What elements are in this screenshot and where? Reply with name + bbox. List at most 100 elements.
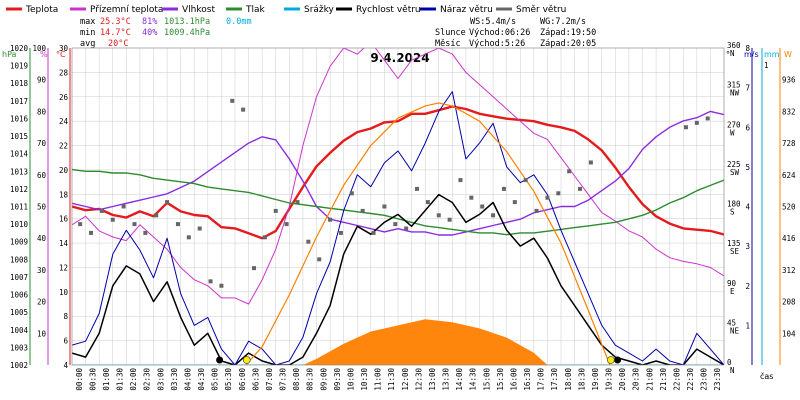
- solar-tick: 104: [782, 329, 796, 338]
- wind-direction-point: [415, 186, 420, 191]
- wind-speed-stat: WS:5.4m/s: [470, 17, 516, 27]
- wind-speed-axis-label: m/s: [744, 50, 759, 59]
- x-tick-label: 15:00: [482, 368, 491, 391]
- x-tick-label: 21:30: [659, 368, 668, 391]
- x-axis-label: čas: [760, 371, 773, 381]
- wind-direction-point: [110, 217, 115, 222]
- direction-tick: 315: [727, 81, 741, 90]
- legend-label: Rychlost větru: [356, 5, 421, 15]
- stat-max-pressure: 1013.1hPa: [164, 17, 210, 27]
- direction-tick-compass: SW: [730, 168, 740, 177]
- wind-direction-point: [197, 226, 202, 231]
- wind-direction-point: [447, 217, 452, 222]
- pressure-tick: 1014: [10, 150, 29, 159]
- wind-direction-point: [393, 222, 398, 227]
- series-slune-n-z-en-: [245, 102, 611, 365]
- stat-min-pressure: 1009.4hPa: [164, 28, 210, 38]
- wind-direction-point: [491, 213, 496, 218]
- wind-speed-tick: 3: [745, 242, 750, 251]
- wind-direction-point: [132, 222, 137, 227]
- pressure-axis-label: hPa: [2, 50, 17, 59]
- stat-avg-temp: 20°C: [108, 39, 128, 49]
- sunset-marker: [606, 356, 615, 364]
- x-tick-label: 17:30: [550, 368, 559, 391]
- temperature-tick: 10: [59, 288, 69, 297]
- wind-direction-point: [219, 283, 224, 288]
- wind-direction-point: [273, 208, 278, 213]
- x-axis: 00:00 00:30 01:00 01:30 02:00 02:30 03:00 03:30…: [75, 368, 722, 391]
- wind-direction-point: [230, 98, 235, 103]
- wind-direction-point: [89, 230, 94, 235]
- x-tick-label: 08:30: [306, 368, 315, 391]
- pressure-tick: 1016: [10, 114, 29, 123]
- solar-tick: 832: [782, 107, 796, 116]
- wind-direction-point: [295, 200, 300, 205]
- humidity-tick: 20: [37, 298, 47, 307]
- wind-speed-tick: 1: [745, 321, 750, 330]
- pressure-tick: 1011: [10, 203, 28, 212]
- temperature-tick: 18: [59, 190, 69, 199]
- humidity-axis-label: %: [40, 50, 48, 59]
- temperature-tick: 26: [59, 93, 69, 102]
- stat-max-humidity: 81%: [142, 17, 157, 27]
- series-rychlost-v-tru: [72, 193, 724, 365]
- wind-direction-point: [469, 195, 474, 200]
- wind-direction-point: [694, 120, 699, 125]
- direction-axis-label: °: [726, 50, 730, 59]
- pressure-tick: 1002: [10, 361, 28, 370]
- wind-direction-point: [512, 200, 517, 205]
- pressure-tick: 1020: [10, 44, 29, 53]
- legend-label: Směr větru: [516, 5, 566, 15]
- moonrise-marker: [216, 356, 224, 364]
- moonrise-time: Východ:5:26: [469, 39, 525, 49]
- direction-tick-compass: S: [730, 208, 735, 217]
- temperature-tick: 6: [63, 337, 68, 346]
- legend-label: Náraz větru: [440, 5, 493, 15]
- temperature-axis-label: °C: [56, 50, 66, 59]
- pressure-tick: 1013: [10, 167, 28, 176]
- direction-tick-compass: W: [730, 128, 735, 137]
- pressure-tick: 1019: [10, 62, 28, 71]
- legend-label: Vlhkost: [182, 5, 215, 15]
- x-tick-label: 04:00: [183, 368, 192, 391]
- x-tick-label: 20:30: [632, 368, 641, 391]
- x-tick-label: 01:30: [116, 368, 125, 391]
- solar-tick: 208: [782, 298, 796, 307]
- wind-speed-tick: 2: [745, 282, 750, 291]
- wind-speed-tick: 4: [745, 203, 750, 212]
- direction-tick-compass: NE: [730, 326, 740, 335]
- temperature-tick: 24: [59, 117, 69, 126]
- x-tick-label: 03:00: [156, 368, 165, 391]
- solar-tick: 520: [782, 203, 796, 212]
- wind-direction-point: [338, 230, 343, 235]
- temperature-tick: 14: [59, 239, 69, 248]
- wind-direction-point: [545, 195, 550, 200]
- wind-direction-point: [683, 125, 688, 130]
- wind-direction-point: [534, 208, 539, 213]
- direction-tick: 135: [727, 239, 741, 248]
- direction-tick-compass: SE: [730, 247, 740, 256]
- x-tick-label: 07:00: [265, 368, 274, 391]
- x-tick-label: 00:00: [75, 368, 84, 391]
- wind-speed-tick: 6: [745, 123, 750, 132]
- humidity-tick: 100: [32, 44, 46, 53]
- wind-direction-point: [588, 160, 593, 165]
- wind-direction-point: [317, 257, 322, 262]
- wind-speed-tick: 8: [745, 44, 750, 53]
- pressure-tick: 1008: [10, 255, 29, 264]
- legend-label: Tlak: [245, 5, 266, 15]
- pressure-tick: 1003: [10, 343, 28, 352]
- pressure-tick: 1006: [10, 291, 29, 300]
- wind-direction-point: [404, 226, 409, 231]
- wind-direction-point: [121, 204, 126, 209]
- direction-tick: 270: [727, 120, 741, 129]
- x-tick-label: 05:30: [224, 368, 233, 391]
- x-tick-label: 19:30: [605, 368, 614, 391]
- humidity-tick: 30: [37, 266, 47, 275]
- series-teplota: [72, 105, 724, 240]
- rain-axis-label: mm: [764, 50, 780, 59]
- x-tick-label: 04:30: [197, 368, 206, 391]
- series-vlhkost: [72, 110, 724, 236]
- direction-tick: 225: [727, 160, 741, 169]
- x-tick-label: 06:00: [238, 368, 247, 391]
